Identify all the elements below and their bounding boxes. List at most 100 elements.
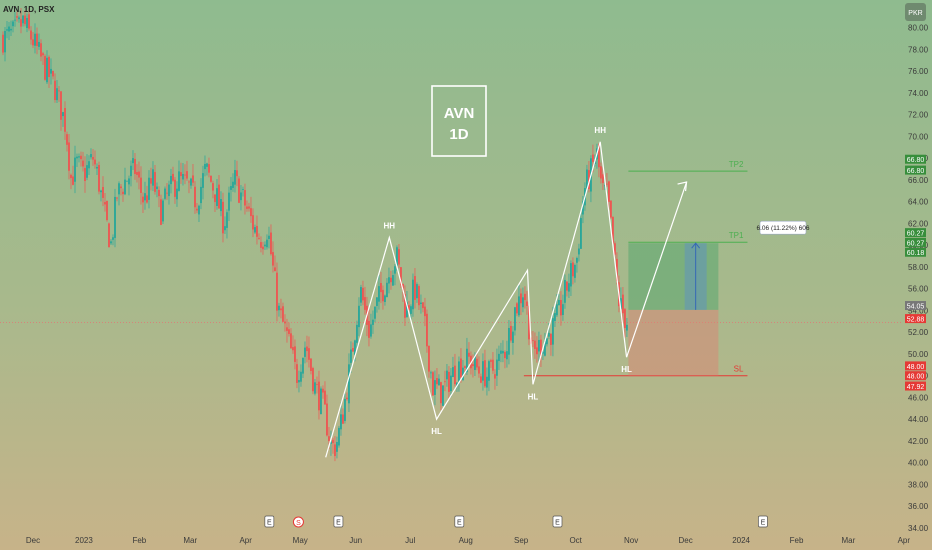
- candle-body: [126, 180, 128, 182]
- candle-body: [182, 173, 184, 180]
- candle-body: [620, 298, 622, 309]
- candle-body: [240, 192, 242, 201]
- candle-body: [610, 200, 612, 218]
- candle-body: [418, 286, 420, 306]
- candle-body: [434, 380, 436, 395]
- candle-body: [236, 170, 238, 177]
- candle-body: [136, 172, 138, 175]
- candle-body: [158, 189, 160, 197]
- candle-body: [316, 383, 318, 385]
- candle-body: [76, 156, 78, 159]
- candle-body: [302, 358, 304, 374]
- candle-body: [430, 372, 432, 374]
- candle-body: [192, 175, 194, 183]
- candle-body: [266, 239, 268, 248]
- earnings-marker-label: E: [555, 520, 560, 527]
- candle-body: [360, 287, 362, 303]
- candle-body: [376, 297, 378, 306]
- candle-body: [520, 293, 522, 304]
- price-tag-label: 60.27: [907, 231, 925, 238]
- x-tick-label: Apr: [898, 536, 911, 545]
- price-tag: [905, 381, 926, 391]
- price-tag: [905, 361, 926, 371]
- position-tool[interactable]: 6.06 (11.22%) 606: [628, 220, 810, 376]
- y-tick-label: 56.00: [908, 285, 929, 294]
- pattern-drawing[interactable]: HH HL HL HH HL: [325, 126, 688, 458]
- price-tag-label: 48.00: [907, 364, 925, 371]
- candle-body: [220, 198, 222, 212]
- currency-badge[interactable]: PKR: [905, 3, 926, 21]
- price-tag-label: 54.05: [907, 304, 925, 311]
- candle-body: [206, 163, 208, 167]
- candle-body: [128, 178, 130, 185]
- price-tag-label: 47.92: [907, 384, 925, 391]
- candle-body: [314, 382, 316, 394]
- candle-body: [80, 155, 82, 160]
- x-tick-label: Jun: [349, 536, 362, 545]
- candle-body: [246, 206, 248, 209]
- y-tick-label: 46.00: [908, 393, 929, 402]
- measure-arrow-head: [691, 242, 701, 249]
- pattern-label-hl: HL: [431, 427, 442, 436]
- candle-body: [180, 172, 182, 177]
- time-axis[interactable]: Dec 2023 Feb Mar Apr May Jun Jul Aug Sep Oct Nov Dec…: [26, 536, 910, 545]
- x-tick-label: Oct: [569, 536, 582, 545]
- candle-body: [138, 171, 140, 178]
- candle-body: [420, 302, 422, 304]
- candle-body: [202, 173, 204, 188]
- y-tick-label: 58.00: [908, 263, 929, 272]
- candle-body: [468, 352, 470, 357]
- candle-body: [196, 208, 198, 211]
- candle-body: [38, 41, 40, 47]
- candle-body: [46, 57, 48, 83]
- candle-body: [70, 174, 72, 179]
- candle-body: [310, 358, 312, 372]
- candle-body: [556, 304, 558, 316]
- candle-body: [480, 376, 482, 383]
- candle-body: [570, 263, 572, 287]
- candle-body: [306, 346, 308, 352]
- candle-body: [198, 205, 200, 215]
- title-box: AVN 1D: [431, 85, 487, 157]
- x-tick-label: Dec: [26, 536, 40, 545]
- candle-body: [580, 218, 582, 249]
- candle-body: [494, 374, 496, 379]
- earnings-marker-label: E: [267, 520, 272, 527]
- candle-body: [338, 427, 340, 446]
- candle-body: [532, 340, 534, 342]
- candle-body: [464, 366, 466, 368]
- candle-body: [176, 188, 178, 200]
- x-tick-label: Mar: [841, 536, 855, 545]
- candle-body: [12, 21, 14, 27]
- split-marker: [292, 516, 304, 528]
- y-tick-label: 76.00: [908, 67, 929, 76]
- candle-body: [572, 262, 574, 277]
- candle-body: [444, 381, 446, 383]
- candle-body: [122, 191, 124, 195]
- projection-line: [626, 181, 688, 358]
- candle-body: [166, 192, 168, 194]
- candle-body: [362, 287, 364, 301]
- y-tick-label: 64.00: [908, 198, 929, 207]
- candle-body: [142, 196, 144, 203]
- price-tag-label: 48.00: [907, 374, 925, 381]
- candle-body: [154, 172, 156, 192]
- candle-body: [286, 327, 288, 331]
- candle-body: [226, 212, 228, 228]
- x-tick-label: Sep: [514, 536, 529, 545]
- candle-body: [118, 183, 120, 195]
- candle-body: [124, 179, 126, 195]
- candle-body: [292, 347, 294, 351]
- candle-body: [482, 361, 484, 381]
- candle-body: [518, 296, 520, 316]
- candle-body: [114, 196, 116, 238]
- candle-body: [442, 385, 444, 406]
- zigzag-line: [325, 141, 628, 458]
- x-tick-label: Feb: [132, 536, 146, 545]
- candle-body: [484, 360, 486, 387]
- candle-body: [152, 169, 154, 186]
- candle-body: [328, 436, 330, 441]
- y-tick-label: 80.00: [908, 24, 929, 33]
